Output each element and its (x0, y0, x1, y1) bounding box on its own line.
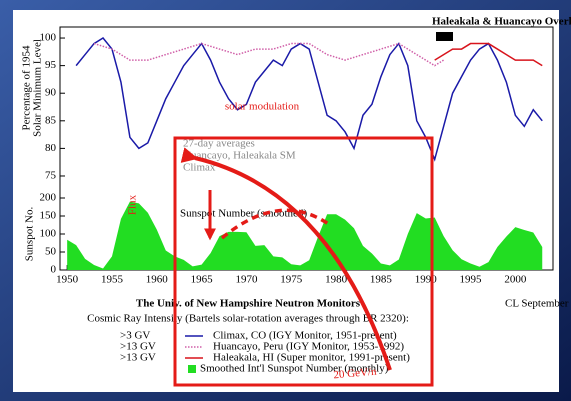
y-tick-label: 90 (45, 87, 57, 99)
y-axis-label: Solar Minimum Level (32, 39, 44, 137)
y-tick-label: 85 (45, 114, 57, 126)
annotation: Flux (127, 194, 139, 215)
legend-cutoff: >13 GV (120, 352, 156, 364)
x-tick-label: 1980 (325, 274, 348, 286)
chart-subtitle: Cosmic Ray Intensity (Bartels solar-rota… (87, 313, 409, 325)
legend-text: 27-day averages (183, 138, 255, 150)
y2-tick-label: 0 (51, 264, 57, 276)
legend-label: Haleakala, HI (Super monitor, 1991-prese… (213, 352, 410, 364)
dashed-curve (220, 208, 332, 240)
highlight-box (173, 136, 434, 387)
series-line (93, 42, 445, 67)
x-tick-label: 1955 (101, 274, 124, 286)
legend-cutoff: >13 GV (120, 341, 156, 353)
y2-tick-label: 50 (45, 246, 57, 258)
overlap-marker (436, 32, 453, 41)
y2-tick-label: 150 (40, 210, 57, 222)
legend-label: Climax, CO (IGY Monitor, 1951-present) (213, 330, 397, 342)
sunspot-area (67, 201, 543, 270)
legend: >3 GV Climax, CO (IGY Monitor, 1951-prese… (120, 330, 410, 375)
y2-tick-label: 200 (40, 192, 57, 204)
y-tick-label: 100 (40, 32, 57, 44)
x-tick-label: 1990 (415, 274, 438, 286)
overlap-label: Haleakala & Huancayo Overlap (432, 16, 571, 28)
x-tick-label: 1950 (56, 274, 79, 286)
series-line (75, 37, 543, 162)
y2-axis-label: Sunspot No. (24, 207, 36, 262)
series-line (434, 42, 543, 67)
y-tick-label: 75 (45, 170, 57, 182)
y-tick-label: 80 (45, 142, 57, 154)
legend-text: Huancayo, Haleakala SM (183, 150, 296, 162)
x-tick-label: 1960 (146, 274, 169, 286)
legend-label: Huancayo, Peru (IGY Monitor, 1953-1992) (213, 341, 404, 353)
y-tick-label: 95 (45, 59, 57, 71)
x-tick-label: 1975 (280, 274, 303, 286)
credit: CL September 2003 (505, 298, 571, 310)
y-axis-label: Percentage of 1954 (21, 45, 33, 130)
annotation: 20 GeV/n (333, 366, 377, 382)
legend-swatch (188, 365, 196, 373)
x-tick-label: 1965 (191, 274, 214, 286)
x-tick-label: 2000 (504, 274, 527, 286)
annotation: solar modulation (225, 101, 300, 113)
chart-title: The Univ. of New Hampshire Neutron Monit… (136, 298, 361, 310)
x-tick-label: 1970 (235, 274, 258, 286)
y2-tick-label: 100 (40, 228, 57, 240)
x-tick-label: 1985 (370, 274, 393, 286)
legend-cutoff: >3 GV (120, 330, 150, 342)
legend-text: Climax (183, 162, 216, 174)
legend-label: Smoothed Int'l Sunspot Number (monthly) (200, 363, 389, 375)
arrow (180, 147, 392, 371)
x-tick-label: 1995 (460, 274, 483, 286)
